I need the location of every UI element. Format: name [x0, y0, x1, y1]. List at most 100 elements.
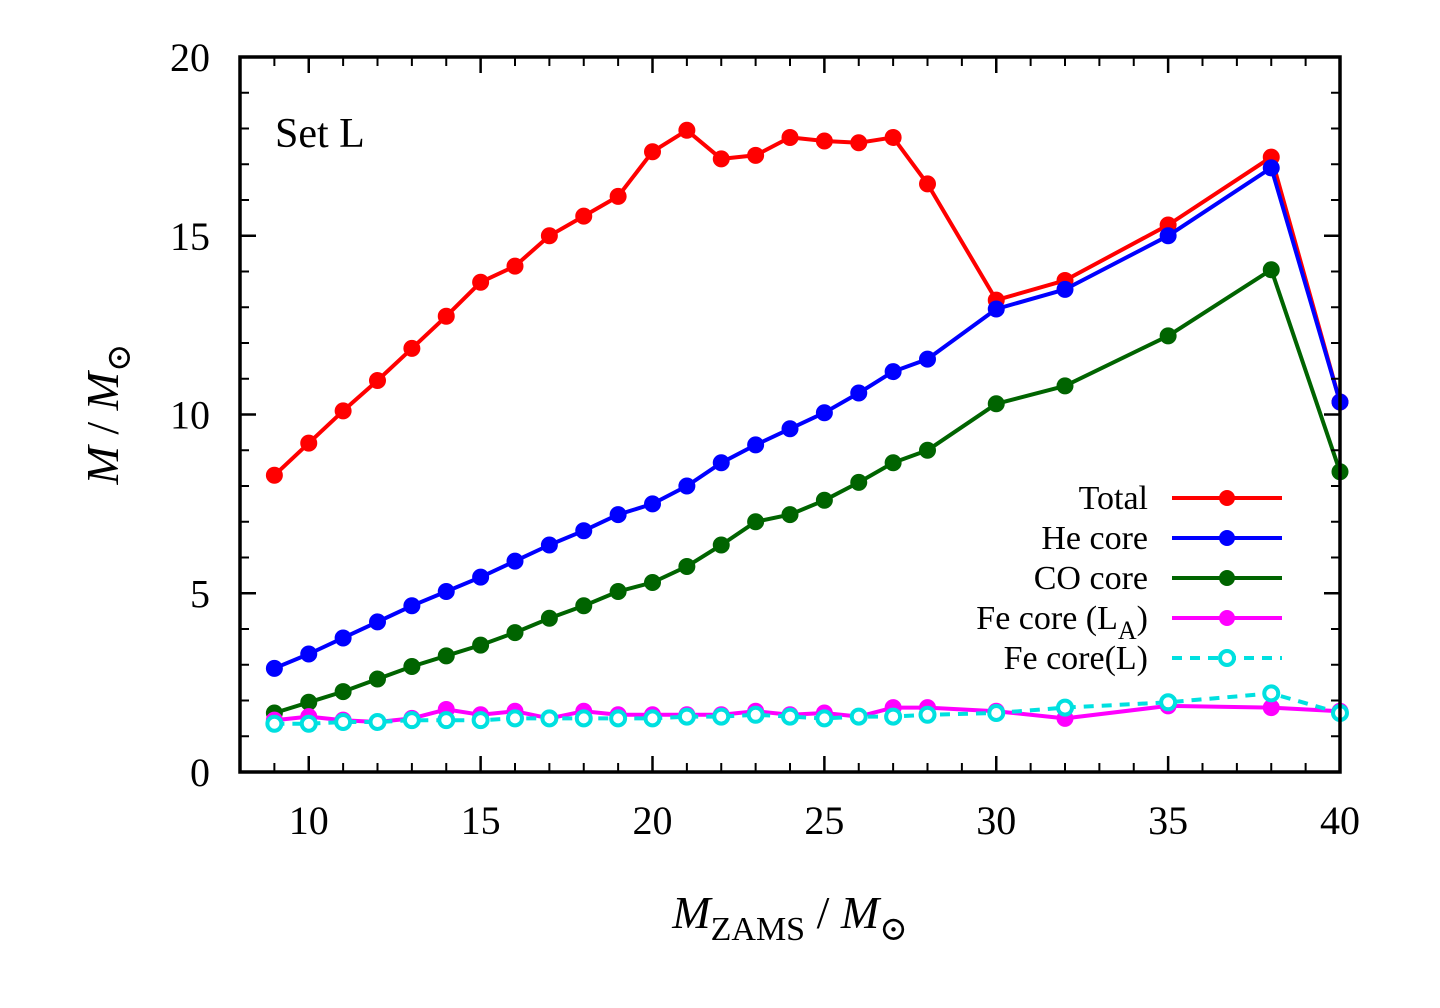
- y-title-unit: M: [77, 369, 128, 411]
- data-point: [849, 707, 868, 726]
- data-point: [1262, 684, 1281, 703]
- data-point: [918, 705, 937, 724]
- x-title-main: M: [671, 887, 713, 938]
- legend-swatch-marker: [1218, 649, 1236, 667]
- data-point: [403, 658, 421, 676]
- data-point: [472, 568, 490, 586]
- x-title-unit: M: [840, 887, 882, 938]
- data-point: [300, 434, 318, 452]
- data-point: [403, 597, 421, 615]
- data-point: [540, 609, 558, 627]
- data-point: [334, 712, 353, 731]
- y-axis-title: M / M⊙: [77, 344, 138, 486]
- data-point: [299, 714, 318, 733]
- data-point: [815, 132, 833, 150]
- series-2: [265, 261, 1349, 722]
- x-tick-label: 20: [633, 798, 673, 843]
- data-point: [1262, 261, 1280, 279]
- data-point: [678, 557, 696, 575]
- data-point: [884, 128, 902, 146]
- x-tick-label: 30: [976, 798, 1016, 843]
- data-point: [472, 636, 490, 654]
- data-point: [402, 711, 421, 730]
- data-point: [334, 402, 352, 420]
- data-point: [747, 436, 765, 454]
- data-point: [300, 693, 318, 711]
- legend-label: Total: [1079, 480, 1148, 517]
- data-point: [300, 645, 318, 663]
- x-tick-label: 35: [1148, 798, 1188, 843]
- legend-item: He core: [1041, 520, 1282, 557]
- data-point: [265, 466, 283, 484]
- data-point: [644, 495, 661, 513]
- data-point: [712, 536, 730, 554]
- data-point: [712, 454, 730, 472]
- legend-item: CO core: [1034, 560, 1282, 597]
- y-title-sun: ⊙: [101, 344, 138, 373]
- y-tick-label: 20: [170, 35, 210, 80]
- data-point: [884, 363, 902, 381]
- data-point: [643, 709, 662, 728]
- data-point: [472, 273, 490, 291]
- data-point: [644, 574, 661, 592]
- tick-layer: 10 15 20 25 30 35 40 0 5 10 15 20: [170, 35, 1360, 843]
- data-point: [781, 420, 799, 438]
- data-point: [369, 613, 386, 631]
- data-point: [334, 683, 352, 701]
- x-tick-label: 10: [289, 798, 329, 843]
- data-point: [1262, 159, 1280, 177]
- data-point: [781, 128, 799, 146]
- legend-label-text: He core: [1041, 520, 1148, 557]
- data-point: [815, 491, 833, 509]
- data-point: [506, 624, 524, 642]
- legend-label-text: Fe core(L): [1004, 640, 1148, 677]
- data-point: [1159, 693, 1178, 712]
- data-point: [1159, 327, 1177, 345]
- data-point: [1159, 227, 1177, 245]
- data-point: [644, 143, 661, 161]
- legend-swatch-marker: [1219, 530, 1235, 546]
- annotation-set-label: Set L: [275, 111, 365, 157]
- data-point: [850, 473, 868, 491]
- data-point: [884, 707, 903, 726]
- data-point: [609, 582, 627, 600]
- data-point: [712, 707, 731, 726]
- data-point: [987, 300, 1005, 318]
- data-point: [609, 709, 628, 728]
- y-tick-label: 10: [170, 393, 210, 438]
- legend-label: Fe core(L): [1004, 640, 1148, 677]
- data-point: [575, 597, 593, 615]
- data-point: [506, 257, 524, 275]
- legend-label-subscript: A: [1118, 616, 1137, 645]
- legend-label: CO core: [1034, 560, 1148, 597]
- data-point: [437, 582, 455, 600]
- legend-swatch-marker: [1219, 490, 1235, 506]
- legend-swatch-marker: [1219, 570, 1235, 586]
- data-point: [746, 705, 765, 724]
- series-layer: [265, 121, 1349, 733]
- data-point: [781, 707, 799, 726]
- data-point: [265, 659, 283, 677]
- data-point: [850, 134, 868, 152]
- x-tick-label: 40: [1320, 798, 1360, 843]
- data-point: [574, 709, 593, 728]
- data-point: [1056, 377, 1074, 395]
- y-title-main: M: [77, 443, 128, 485]
- data-point: [712, 150, 730, 168]
- data-point: [575, 522, 593, 540]
- y-tick-label: 0: [190, 750, 210, 795]
- data-point: [1056, 280, 1074, 298]
- x-title-sub: ZAMS: [711, 911, 805, 948]
- data-point: [678, 477, 696, 495]
- y-tick-label: 15: [170, 214, 210, 259]
- data-point: [987, 395, 1005, 413]
- data-point: [437, 647, 455, 665]
- legend-item: Fe core(L): [1004, 640, 1282, 677]
- data-point: [369, 670, 386, 688]
- data-point: [437, 307, 455, 325]
- data-point: [506, 552, 524, 570]
- data-point: [815, 709, 834, 728]
- data-point: [540, 709, 559, 728]
